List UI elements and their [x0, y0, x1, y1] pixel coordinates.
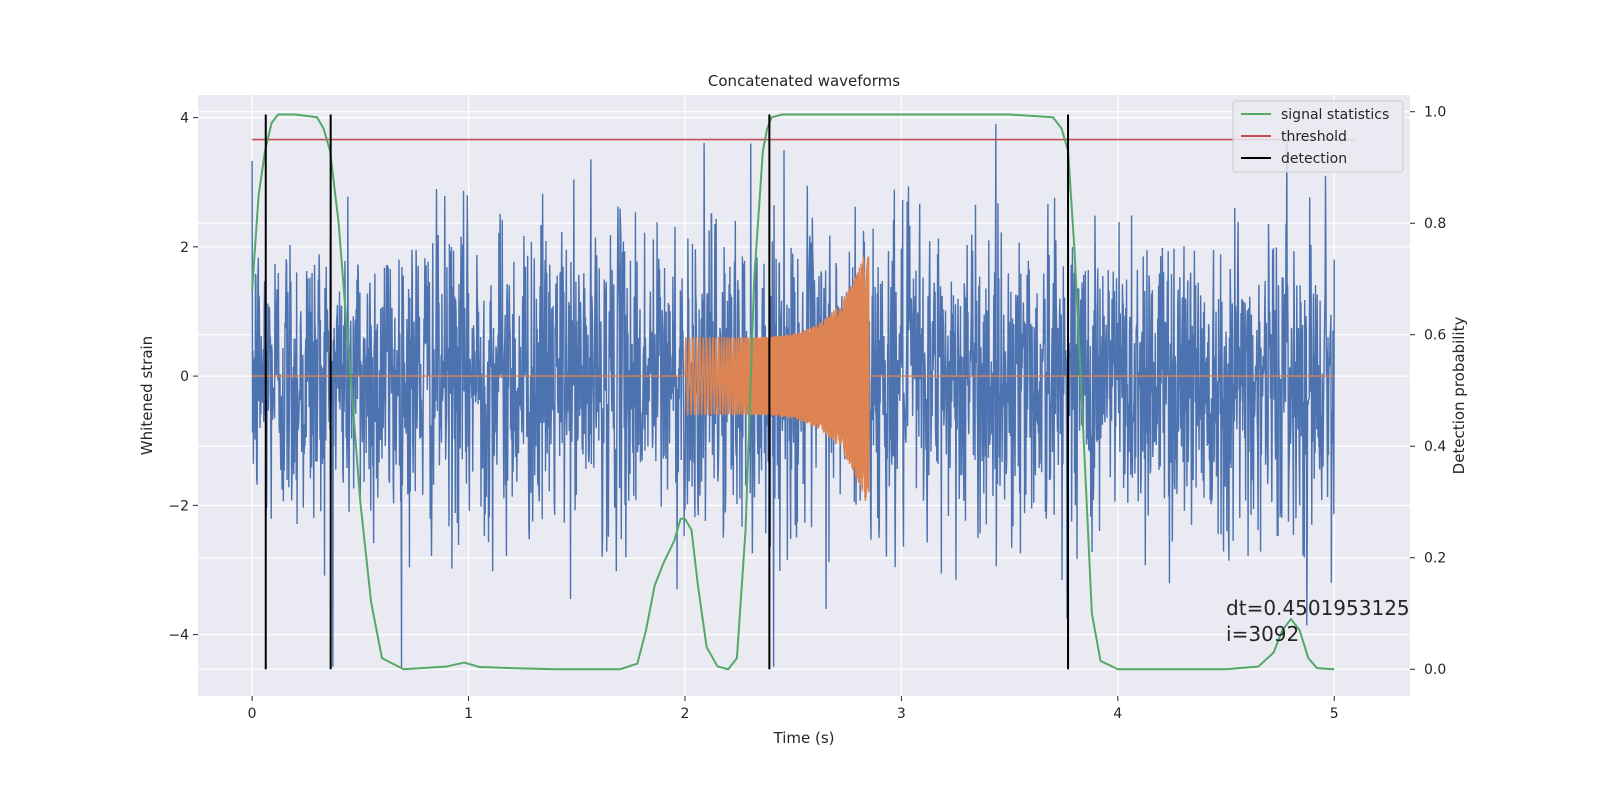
- y-tick-label: 4: [180, 111, 189, 127]
- statistics-layer: [251, 113, 1356, 671]
- y2-tick-label: 0.0: [1424, 662, 1446, 678]
- x-axis-label: Time (s): [773, 729, 835, 747]
- y-axis-label: Whitened strain: [138, 336, 156, 455]
- legend-label: signal statistics: [1281, 107, 1389, 123]
- chart-title: Concatenated waveforms: [708, 72, 900, 90]
- x-tick-label: 3: [897, 706, 906, 722]
- y-tick-label: 2: [180, 240, 189, 256]
- strain-line: [251, 124, 1335, 667]
- y2-tick-label: 0.4: [1424, 439, 1446, 455]
- y-tick-label: −2: [168, 498, 189, 514]
- y2-tick-label: 0.6: [1424, 328, 1446, 344]
- legend: signal statistics threshold detection: [1232, 100, 1404, 173]
- y2-axis-label: Detection probability: [1450, 317, 1468, 475]
- legend-label: threshold: [1281, 129, 1347, 145]
- annotations: dt=0.4501953125 i=3092: [1226, 596, 1410, 646]
- y-tick-label: −4: [168, 628, 189, 644]
- legend-label: detection: [1281, 151, 1347, 167]
- x-tick-label: 5: [1330, 706, 1339, 722]
- y-tick-label: 0: [180, 369, 189, 385]
- strain-series: [251, 124, 1335, 667]
- annotation-text: dt=0.4501953125: [1226, 596, 1410, 620]
- x-tick-label: 1: [464, 706, 473, 722]
- template-line: [252, 256, 1335, 501]
- legend-box: [1232, 100, 1404, 173]
- x-tick-label: 4: [1113, 706, 1122, 722]
- y2-tick-label: 1.0: [1424, 105, 1446, 121]
- x-tick-label: 2: [681, 706, 690, 722]
- signal-statistics-line: [251, 113, 1335, 671]
- ticks: 0 1 2 3 4 5 −4 −2 0 2 4 0.0 0.2 0.4 0.6 0.8 1.0: [168, 105, 1446, 722]
- x-tick-label: 0: [248, 706, 257, 722]
- annotation-text: i=3092: [1226, 622, 1299, 646]
- template-series: [252, 256, 1335, 501]
- y2-tick-label: 0.8: [1424, 216, 1446, 232]
- y2-tick-label: 0.2: [1424, 551, 1446, 567]
